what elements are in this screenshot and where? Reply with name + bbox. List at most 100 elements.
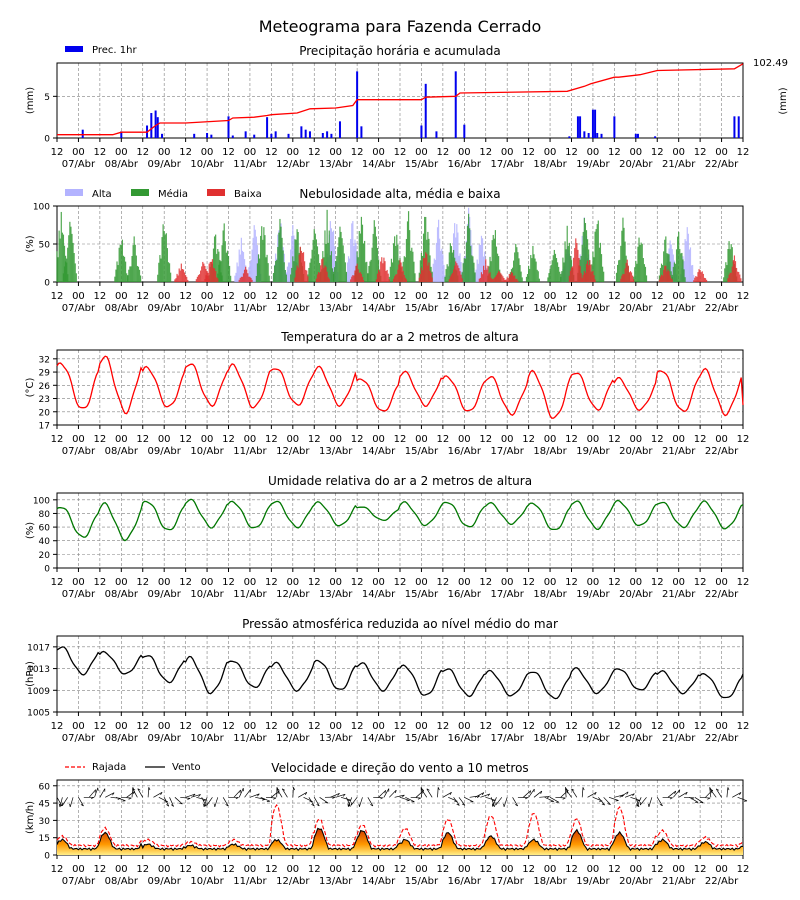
cloud-bar-media [362, 243, 365, 282]
cloud-bar-media [473, 262, 475, 282]
x-hour-label: 12 [136, 864, 149, 875]
cloud-bar-media [314, 233, 316, 282]
cloud-bar-media [418, 272, 420, 282]
cloud-bar-baixa [590, 264, 592, 282]
x-date-label: 20/Abr [619, 159, 653, 170]
cloud-bar-baixa [695, 276, 697, 282]
cloud-bar-alta [460, 262, 462, 282]
cloud-bar-baixa [418, 277, 420, 282]
cloud-bar-baixa [700, 272, 702, 282]
cloud-bar-media [121, 239, 123, 282]
wind-arrow [153, 791, 163, 798]
x-date-label: 13/Abr [319, 303, 353, 314]
cloud-bar-baixa [452, 269, 455, 282]
wind-arrow-head [203, 803, 205, 807]
x-date-label: 19/Abr [576, 159, 610, 170]
wind-arrow [78, 797, 84, 807]
cloud-bar-alta [459, 253, 461, 282]
x-hour-label: 00 [72, 434, 85, 445]
cloud-bar-media [728, 241, 730, 282]
wind-arrow [619, 791, 629, 798]
wind-arrow [169, 797, 174, 807]
cloud-bar-media [364, 240, 366, 282]
cloud-bar-baixa [396, 274, 398, 282]
cloud-bar-baixa [203, 263, 205, 282]
x-hour-label: 00 [587, 434, 600, 445]
x-hour-label: 00 [201, 291, 214, 302]
wind-arrow [533, 790, 543, 798]
y-tick-label: 50 [39, 241, 51, 251]
cloud-bar-baixa [451, 272, 454, 282]
cloud-bar-media [277, 246, 279, 282]
cloud-bar-media [131, 256, 133, 282]
cloud-bar-baixa [430, 273, 432, 282]
x-hour-label: 12 [265, 721, 278, 732]
panel-title: Pressão atmosférica reduzida ao nível mé… [242, 617, 558, 631]
x-hour-label: 00 [158, 147, 171, 158]
cloud-bar-baixa [404, 277, 406, 282]
cloud-bar-media [452, 249, 455, 282]
cloud-bar-media [125, 261, 127, 282]
cloud-bar-baixa [204, 279, 206, 282]
cloud-bar-media [225, 252, 227, 282]
cloud-bar-baixa [696, 276, 698, 282]
wind-arrow [115, 796, 126, 802]
wind-arrow [603, 797, 611, 805]
cloud-bar-media [167, 262, 170, 282]
cloud-bar-baixa [495, 275, 498, 282]
cloud-bar-media [57, 257, 59, 282]
x-hour-label: 12 [179, 434, 192, 445]
cloud-bar-baixa [326, 271, 328, 282]
wind-arrow-head [342, 793, 346, 797]
y-tick-label: 60 [39, 782, 51, 792]
precip-bar [227, 116, 230, 138]
cloud-bar-alta [479, 244, 481, 282]
wind-arrow [639, 797, 647, 806]
wind-arrow-head [626, 791, 629, 795]
cloud-bar-baixa [500, 273, 502, 282]
wind-arrow-head [148, 787, 151, 791]
x-hour-label: 12 [222, 864, 235, 875]
wind-arrow [330, 793, 340, 798]
x-hour-label: 12 [351, 721, 364, 732]
wind-arrow-head [239, 789, 242, 793]
cloud-bar-media [525, 276, 528, 282]
cloud-bar-media [168, 263, 171, 282]
cloud-bar-media [446, 264, 448, 282]
cloud-bar-alta [455, 237, 457, 282]
precip-bar [654, 136, 657, 138]
wind-arrow [348, 797, 353, 807]
cloud-bar-baixa [402, 270, 404, 282]
cloud-bar-baixa [729, 272, 731, 282]
legend-swatch-media [131, 189, 149, 196]
cloud-bar-baixa [573, 257, 575, 282]
cloud-bar-alta [440, 250, 442, 282]
x-hour-label: 00 [629, 577, 642, 588]
cloud-bar-alta [475, 269, 477, 282]
x-hour-label: 12 [136, 147, 149, 158]
cloud-bar-media [255, 275, 257, 282]
cloud-bar-media [515, 243, 517, 282]
cloud-bar-baixa [419, 274, 421, 282]
panel-title: Velocidade e direção do vento a 10 metro… [271, 761, 528, 775]
cloud-bar-baixa [175, 278, 177, 282]
x-hour-label: 12 [565, 864, 578, 875]
cloud-bar-baixa [201, 266, 203, 282]
cloud-bar-alta [288, 262, 291, 282]
wind-arrow [271, 790, 280, 798]
cloud-bar-media [290, 274, 292, 282]
cloud-bar-media [313, 229, 315, 282]
cloud-bar-alta [350, 239, 352, 282]
cloud-bar-media [526, 274, 529, 282]
x-date-label: 22/Abr [705, 589, 739, 600]
wind-arrow [233, 789, 241, 798]
wind-arrow [571, 788, 578, 798]
wind-arrow-head [525, 797, 529, 800]
wind-arrow-head [540, 790, 543, 794]
x-hour-label: 12 [522, 291, 535, 302]
x-hour-label: 12 [179, 147, 192, 158]
cloud-bar-alta [437, 219, 440, 282]
cloud-bar-media [127, 275, 129, 282]
cloud-bar-baixa [627, 265, 629, 282]
x-date-label: 08/Abr [105, 446, 139, 457]
